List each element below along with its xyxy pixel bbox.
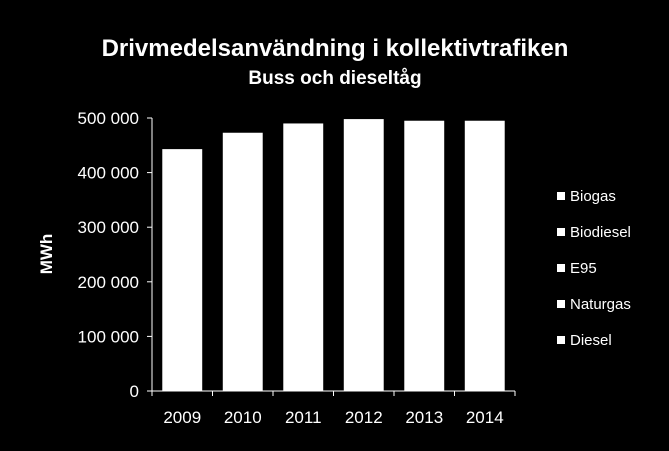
legend-swatch-e95 bbox=[557, 264, 565, 272]
x-tick-label: 2009 bbox=[163, 408, 201, 427]
x-tick-label: 2013 bbox=[405, 408, 443, 427]
x-tick-label: 2014 bbox=[466, 408, 504, 427]
y-tick-label: 400 000 bbox=[78, 164, 139, 183]
plot-area: 0 100 000 200 000 300 000 400 000 500 000 2009… bbox=[78, 109, 516, 427]
legend-swatch-naturgas bbox=[557, 300, 565, 308]
legend-label-biodiesel: Biodiesel bbox=[570, 224, 631, 241]
y-tick-label: 0 bbox=[130, 382, 139, 401]
bar-2010 bbox=[222, 132, 263, 391]
legend-swatch-biodiesel bbox=[557, 228, 565, 236]
bar-2009 bbox=[162, 149, 203, 391]
chart-title: Drivmedelsanvändning i kollektivtrafiken bbox=[102, 35, 569, 62]
x-tick-label: 2012 bbox=[345, 408, 383, 427]
chart-subtitle: Buss och dieseltåg bbox=[248, 68, 421, 89]
y-axis-label: MWh bbox=[37, 234, 56, 275]
x-tick-label: 2011 bbox=[285, 408, 322, 427]
legend-label-diesel: Diesel bbox=[570, 332, 612, 349]
bar-2012 bbox=[343, 119, 384, 391]
x-tick-label: 2010 bbox=[224, 408, 262, 427]
y-tick-label: 200 000 bbox=[78, 273, 139, 292]
bar-2011 bbox=[283, 123, 324, 392]
y-tick-label: 300 000 bbox=[78, 218, 139, 237]
legend-swatch-biogas bbox=[557, 192, 565, 200]
bar-2013 bbox=[404, 120, 445, 391]
legend: Biogas Biodiesel E95 Naturgas Diesel bbox=[557, 188, 631, 349]
legend-label-e95: E95 bbox=[570, 260, 597, 277]
y-tick-label: 500 000 bbox=[78, 109, 139, 128]
legend-label-naturgas: Naturgas bbox=[570, 296, 631, 313]
y-tick-label: 100 000 bbox=[78, 327, 139, 346]
legend-label-biogas: Biogas bbox=[570, 188, 616, 205]
legend-swatch-diesel bbox=[557, 336, 565, 344]
bar-2014 bbox=[464, 120, 505, 391]
